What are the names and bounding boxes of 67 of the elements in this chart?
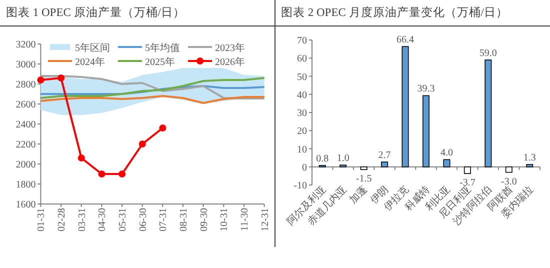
- y-tick-label: 40: [297, 90, 307, 101]
- point: [37, 76, 44, 84]
- bar: [526, 164, 534, 168]
- bar: [402, 46, 409, 168]
- data-label: 1.0: [336, 153, 350, 164]
- x-tick-label: 加蓬: [347, 184, 370, 206]
- x-tick-label: 07-31: [158, 208, 170, 232]
- x-tick-label: 09-30: [198, 208, 210, 232]
- line-series: [40, 95, 266, 104]
- x-tick-label: 05-31: [118, 208, 129, 232]
- data-label: 2.7: [378, 150, 391, 161]
- y-tick-label: 2600: [16, 100, 36, 110]
- bar: [505, 166, 512, 173]
- y-tick-label: 3200: [16, 40, 36, 50]
- y-tick-label: 60: [297, 54, 307, 65]
- y-tick-label: 1800: [16, 180, 36, 190]
- data-label: 1.3: [523, 152, 536, 164]
- bar: [422, 95, 430, 168]
- x-tick-label: 04-30: [97, 208, 108, 232]
- chart-title: 图表 2 OPEC 月度原油产量变化（万桶/日）: [281, 5, 508, 19]
- x-tick-label: 01-31: [36, 208, 48, 232]
- data-label: 66.4: [396, 34, 414, 46]
- legend-label: 2024年: [75, 56, 105, 68]
- y-tick-label: 30: [297, 108, 307, 119]
- x-tick-label: 11-30: [239, 208, 250, 231]
- y-tick-label: 2000: [16, 160, 36, 170]
- y-tick-label: 20: [297, 126, 307, 138]
- y-tick-label: 3000: [16, 60, 36, 70]
- legend-label: 2023年: [215, 42, 245, 54]
- legend-label: 5年区间: [75, 42, 110, 54]
- bar: [443, 159, 450, 168]
- legend-label: 2026年: [215, 56, 245, 68]
- data-label: 39.3: [417, 84, 435, 95]
- bar: [484, 60, 492, 168]
- data-label: 0.8: [316, 153, 329, 164]
- x-tick-label: 06-30: [138, 208, 149, 232]
- x-tick-label: 10-31: [219, 208, 230, 232]
- y-tick-label: 70: [297, 36, 307, 46]
- y-tick-label: 0: [302, 162, 307, 174]
- bar: [464, 166, 471, 174]
- point: [58, 74, 65, 82]
- y-tick-label: 1600: [16, 200, 36, 210]
- chart-title: 图表 1 OPEC 原油产量（万桶/日）: [6, 5, 185, 19]
- y-tick-label: -10: [294, 180, 307, 192]
- y-tick-label: 50: [297, 72, 307, 83]
- data-label: 59.0: [479, 48, 497, 59]
- data-label: -1.5: [356, 174, 372, 185]
- point: [118, 170, 126, 178]
- line-series: [40, 85, 266, 95]
- legend-label: 5年均值: [145, 42, 180, 54]
- data-label: -3.0: [500, 176, 517, 188]
- point: [78, 154, 85, 162]
- y-tick-label: 2400: [16, 120, 36, 130]
- bar: [360, 166, 368, 170]
- y-tick-label: 2200: [16, 140, 36, 150]
- x-tick-label: 12-31: [260, 208, 271, 232]
- x-tick-label: 03-31: [76, 208, 88, 232]
- point: [159, 124, 166, 132]
- legend-label: 2025年: [145, 56, 175, 68]
- x-tick-label: 08-31: [178, 208, 190, 232]
- point: [98, 170, 106, 178]
- y-tick-label: 2800: [16, 80, 36, 90]
- data-label: 4.0: [440, 148, 453, 159]
- x-tick-label: 02-28: [56, 208, 68, 232]
- y-tick-label: 10: [297, 144, 307, 156]
- bar: [381, 162, 388, 168]
- point: [138, 140, 146, 148]
